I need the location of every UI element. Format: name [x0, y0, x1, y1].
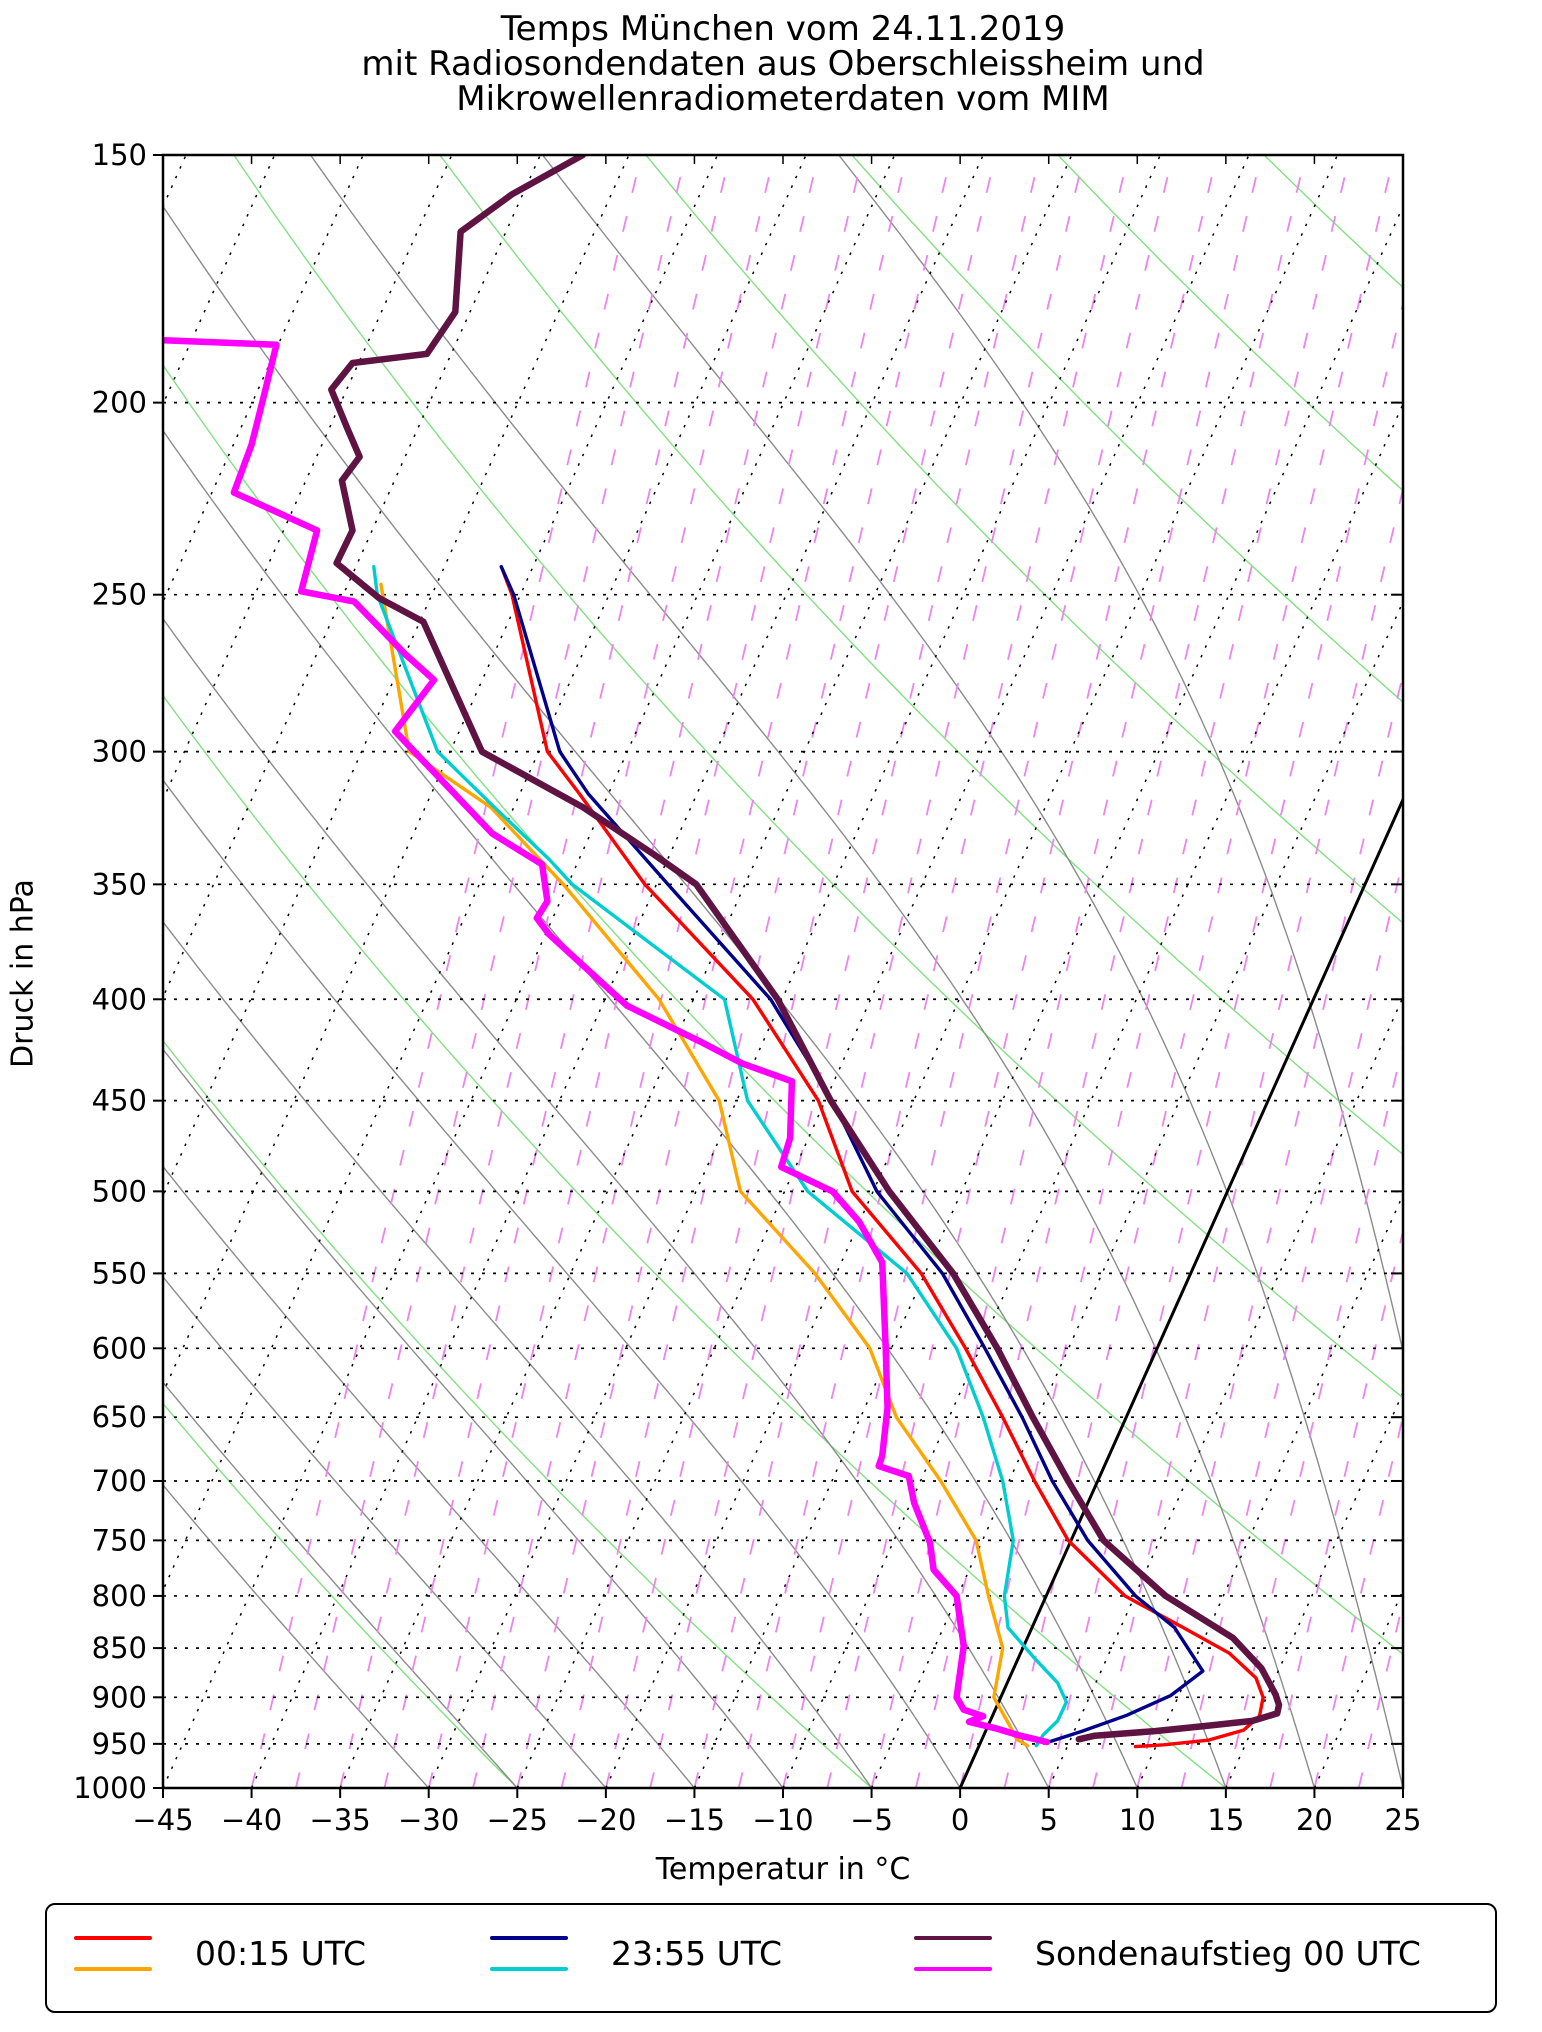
svg-text:−10: −10 [752, 1803, 813, 1837]
legend-label: 00:15 UTC [195, 1934, 367, 1973]
svg-text:650: 650 [92, 1400, 147, 1434]
legend-line-swatch-magenta [914, 1967, 992, 1971]
svg-text:200: 200 [92, 386, 147, 420]
chart-title-line-2: mit Radiosondendaten aus Oberschleisshei… [361, 44, 1205, 84]
svg-text:15: 15 [1207, 1803, 1244, 1837]
legend-line-swatch-darkblue [490, 1936, 568, 1940]
legend-entry-sondenaufstieg: Sondenaufstieg 00 UTC [914, 1905, 1494, 2011]
svg-text:5: 5 [1039, 1803, 1057, 1837]
svg-text:400: 400 [92, 982, 147, 1016]
svg-text:450: 450 [92, 1084, 147, 1118]
legend-label: Sondenaufstieg 00 UTC [1035, 1934, 1421, 1973]
svg-text:350: 350 [92, 867, 147, 901]
chart-title-line-3: Mikrowellenradiometerdaten vom MIM [456, 79, 1110, 119]
svg-text:300: 300 [92, 735, 147, 769]
svg-text:800: 800 [92, 1579, 147, 1613]
svg-text:700: 700 [92, 1464, 147, 1498]
chart-title-line-1: Temps München vom 24.11.2019 [500, 9, 1066, 49]
svg-text:950: 950 [92, 1727, 147, 1761]
legend-entry-0015utc: 00:15 UTC [74, 1905, 514, 2011]
svg-text:20: 20 [1296, 1803, 1333, 1837]
svg-text:550: 550 [92, 1256, 147, 1290]
legend-line-swatch-darkpurple [914, 1936, 992, 1940]
legend-line-swatch-red [74, 1936, 152, 1940]
svg-text:−40: −40 [221, 1803, 282, 1837]
legend-box: 00:15 UTC 23:55 UTC Sondenaufstieg 00 UT… [45, 1903, 1497, 2013]
svg-text:500: 500 [92, 1174, 147, 1208]
svg-text:150: 150 [92, 138, 147, 172]
svg-text:0: 0 [951, 1803, 969, 1837]
svg-text:1000: 1000 [73, 1771, 147, 1805]
svg-text:−15: −15 [664, 1803, 725, 1837]
legend-label: 23:55 UTC [611, 1934, 783, 1973]
svg-text:−20: −20 [575, 1803, 636, 1837]
svg-text:250: 250 [92, 578, 147, 612]
svg-text:−30: −30 [398, 1803, 459, 1837]
svg-text:900: 900 [92, 1680, 147, 1714]
svg-text:−35: −35 [310, 1803, 371, 1837]
svg-text:−45: −45 [132, 1803, 193, 1837]
legend-entry-2355utc: 23:55 UTC [490, 1905, 910, 2011]
svg-text:600: 600 [92, 1331, 147, 1365]
svg-text:850: 850 [92, 1631, 147, 1665]
y-axis-label: Druck in hPa [5, 879, 41, 1068]
legend-line-swatch-cyan [490, 1967, 568, 1971]
svg-text:−5: −5 [850, 1803, 893, 1837]
svg-text:750: 750 [92, 1523, 147, 1557]
svg-text:−25: −25 [487, 1803, 548, 1837]
legend-line-swatch-orange [74, 1967, 152, 1971]
svg-text:25: 25 [1385, 1803, 1422, 1837]
svg-text:10: 10 [1119, 1803, 1156, 1837]
x-axis-label: Temperatur in °C [655, 1852, 911, 1887]
